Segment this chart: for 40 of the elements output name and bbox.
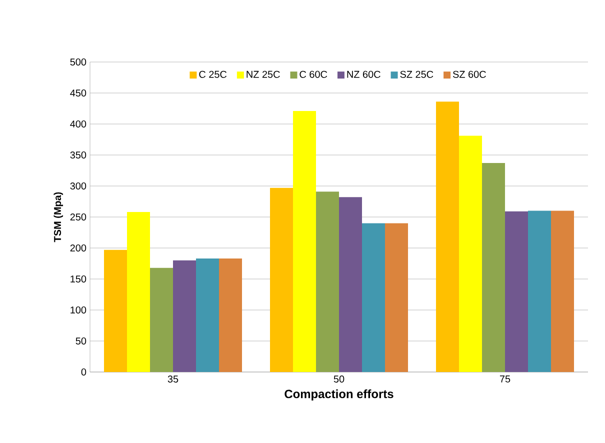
bar (127, 212, 150, 372)
bar (436, 102, 460, 372)
bar (196, 258, 219, 372)
y-axis-title: TSM (Mpa) (54, 192, 64, 242)
bar (505, 211, 528, 372)
y-tick-label: 450 (70, 89, 86, 97)
bar (150, 268, 173, 372)
y-tick-label: 250 (70, 213, 86, 221)
legend-label: SZ 25C (400, 70, 434, 78)
bar (459, 136, 482, 372)
bar (482, 163, 506, 372)
x-tick-label: 50 (334, 376, 344, 383)
x-tick-label: 75 (500, 376, 510, 382)
bar (270, 188, 293, 372)
bar (219, 258, 242, 372)
bar (339, 197, 362, 372)
y-tick-label: 500 (70, 58, 86, 66)
legend-label: NZ 60C (347, 70, 380, 78)
bar (362, 223, 386, 372)
y-tick-label: 200 (70, 244, 86, 252)
bar (316, 192, 339, 372)
legend-label: NZ 25C (246, 70, 280, 78)
bar (104, 250, 127, 372)
y-tick-label: 300 (70, 182, 86, 190)
bar (551, 210, 574, 372)
x-tick-label: 35 (168, 376, 178, 383)
bar (528, 210, 552, 372)
y-tick-label: 50 (76, 337, 86, 345)
y-tick-label: 0 (81, 368, 86, 376)
bar (173, 260, 196, 372)
y-tick-label: 150 (70, 275, 86, 283)
legend-label: C 60C (300, 70, 328, 78)
y-tick-label: 400 (70, 120, 86, 128)
bar (385, 223, 408, 372)
legend-label: C 25C (199, 70, 227, 78)
bar (293, 110, 316, 372)
y-tick-label: 100 (70, 306, 86, 314)
legend-label: SZ 60C (452, 70, 486, 78)
x-axis-title: Compaction efforts (284, 389, 394, 401)
y-tick-label: 350 (70, 151, 86, 159)
